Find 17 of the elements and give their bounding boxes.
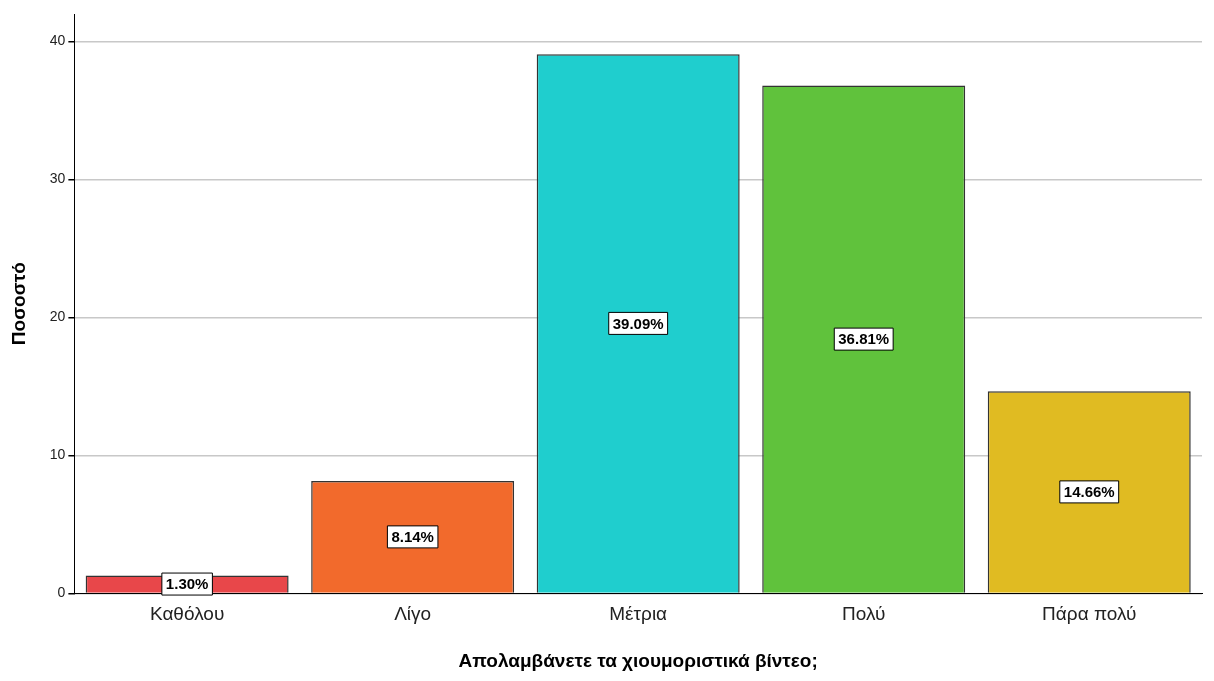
y-axis-title: Ποσοστό bbox=[7, 262, 29, 346]
data-label: 14.66% bbox=[1063, 483, 1115, 501]
y-tick-label: 0 bbox=[57, 584, 66, 601]
y-tick-label: 20 bbox=[49, 308, 66, 325]
data-label: 8.14% bbox=[391, 528, 434, 546]
y-tick-label: 40 bbox=[49, 32, 66, 49]
x-tick-label: Πολύ bbox=[842, 603, 886, 625]
x-tick-label: Καθόλου bbox=[149, 603, 225, 625]
data-label: 36.81% bbox=[838, 330, 890, 348]
x-tick-label: Μέτρια bbox=[609, 603, 668, 625]
data-label: 39.09% bbox=[612, 314, 664, 332]
data-label: 1.30% bbox=[165, 575, 209, 593]
y-tick-label: 10 bbox=[49, 446, 66, 463]
x-tick-label: Λίγο bbox=[394, 603, 432, 625]
y-tick-label: 30 bbox=[49, 170, 66, 187]
x-tick-label: Πάρα πολύ bbox=[1042, 603, 1137, 625]
x-axis-title: Απολαμβάνετε τα χιουμοριστικά βίντεο; bbox=[458, 649, 818, 671]
